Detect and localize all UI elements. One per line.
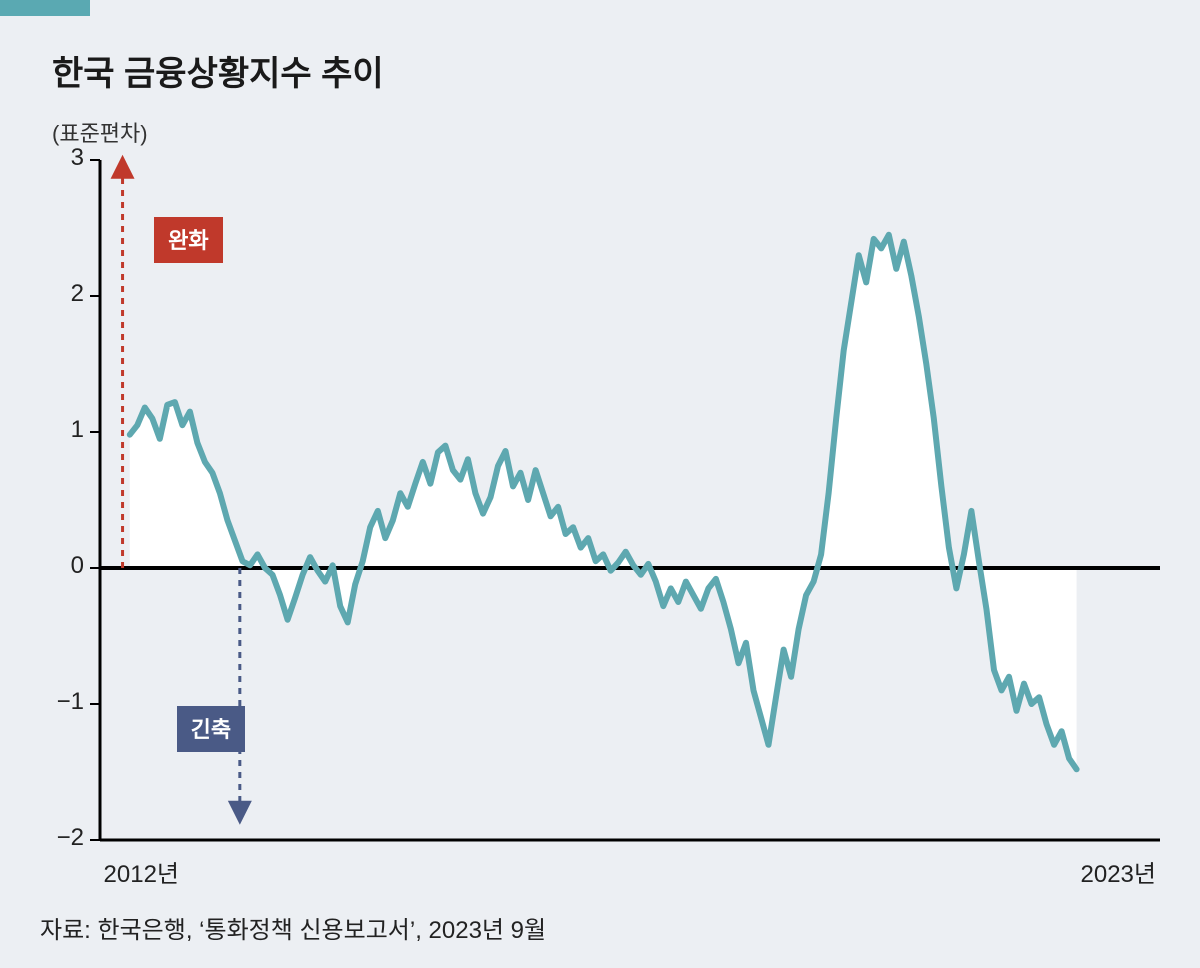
y-tick-label: −1 (40, 688, 84, 716)
y-tick-label: 2 (40, 280, 84, 308)
series-fill (130, 235, 1077, 770)
y-tick-label: 1 (40, 416, 84, 444)
x-end-label: 2023년 (1081, 854, 1156, 889)
ease-badge: 완화 (154, 217, 222, 263)
tight-badge: 긴축 (177, 706, 245, 752)
chart-canvas (0, 0, 1200, 968)
y-tick-label: −2 (40, 824, 84, 852)
source-text: 자료: 한국은행, ‘통화정책 신용보고서’, 2023년 9월 (40, 910, 546, 945)
y-tick-label: 0 (40, 552, 84, 580)
y-tick-label: 3 (40, 144, 84, 172)
x-start-label: 2012년 (104, 854, 179, 889)
